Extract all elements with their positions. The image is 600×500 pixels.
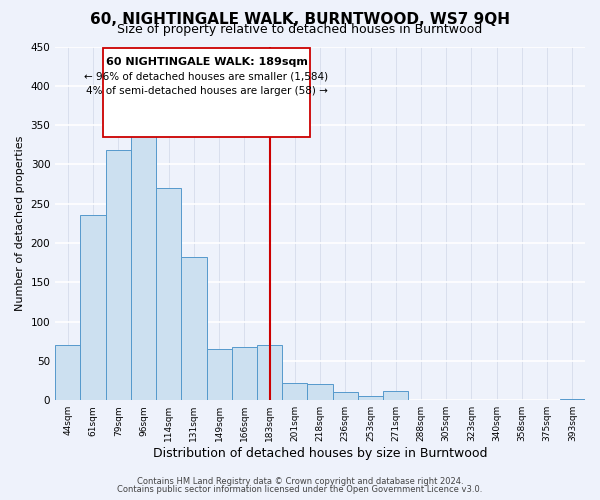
Bar	[307, 384, 332, 400]
Text: Contains public sector information licensed under the Open Government Licence v3: Contains public sector information licen…	[118, 484, 482, 494]
Text: 60 NIGHTINGALE WALK: 189sqm: 60 NIGHTINGALE WALK: 189sqm	[106, 56, 307, 66]
Bar	[106, 150, 131, 400]
Bar	[560, 398, 585, 400]
Bar	[156, 188, 181, 400]
Text: ← 96% of detached houses are smaller (1,584): ← 96% of detached houses are smaller (1,…	[85, 72, 329, 82]
Text: Size of property relative to detached houses in Burntwood: Size of property relative to detached ho…	[118, 22, 482, 36]
Bar	[55, 345, 80, 400]
Text: 4% of semi-detached houses are larger (58) →: 4% of semi-detached houses are larger (5…	[86, 86, 328, 96]
Bar	[181, 257, 206, 400]
Bar	[257, 345, 282, 400]
Bar	[232, 347, 257, 400]
Bar	[332, 392, 358, 400]
Bar	[206, 349, 232, 400]
Bar	[80, 216, 106, 400]
Bar	[358, 396, 383, 400]
Y-axis label: Number of detached properties: Number of detached properties	[15, 136, 25, 311]
Bar	[131, 111, 156, 400]
Bar	[282, 383, 307, 400]
Text: Contains HM Land Registry data © Crown copyright and database right 2024.: Contains HM Land Registry data © Crown c…	[137, 477, 463, 486]
Bar	[103, 48, 310, 137]
Bar	[383, 391, 409, 400]
Text: 60, NIGHTINGALE WALK, BURNTWOOD, WS7 9QH: 60, NIGHTINGALE WALK, BURNTWOOD, WS7 9QH	[90, 12, 510, 28]
X-axis label: Distribution of detached houses by size in Burntwood: Distribution of detached houses by size …	[153, 447, 487, 460]
